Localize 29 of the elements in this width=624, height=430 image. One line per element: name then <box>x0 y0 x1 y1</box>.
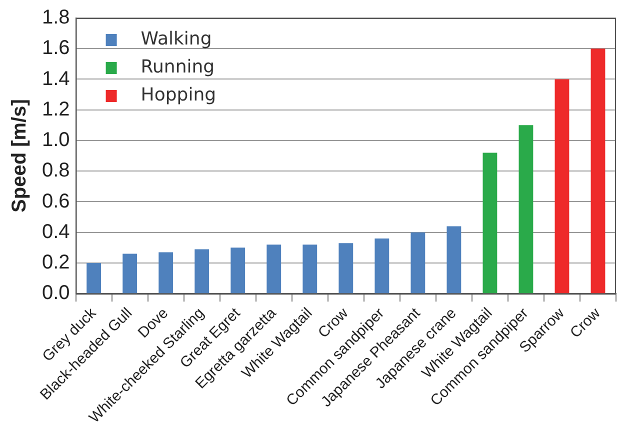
bar <box>230 248 246 294</box>
y-axis-title: Speed [m/s] <box>8 99 31 212</box>
y-tick-label: 0.6 <box>42 190 70 212</box>
y-tick-label: 0.2 <box>42 252 70 274</box>
bar <box>410 232 426 294</box>
bar <box>266 244 282 294</box>
bar <box>446 226 462 294</box>
y-tick-label: 1.6 <box>42 37 70 60</box>
y-tick-label: 1.4 <box>42 68 70 90</box>
bar <box>86 262 102 294</box>
y-tick-label: 0.4 <box>42 220 70 243</box>
legend-label: Running <box>140 56 215 78</box>
bar <box>338 243 354 294</box>
bar <box>194 249 210 294</box>
y-tick-label: 0.0 <box>42 282 70 304</box>
legend-label: Walking <box>140 28 212 50</box>
bar <box>302 244 318 294</box>
y-tick-label: 1.0 <box>42 129 70 152</box>
bar <box>590 48 606 294</box>
bar <box>374 238 390 294</box>
bar <box>554 79 570 294</box>
bar <box>122 254 138 294</box>
bar <box>158 252 174 294</box>
bar <box>482 152 498 294</box>
bar <box>518 125 534 294</box>
y-tick-label: 0.8 <box>42 160 70 182</box>
y-tick-label: 1.2 <box>42 98 70 120</box>
y-tick-label: 1.8 <box>42 6 70 29</box>
legend-label: Hopping <box>140 84 216 106</box>
